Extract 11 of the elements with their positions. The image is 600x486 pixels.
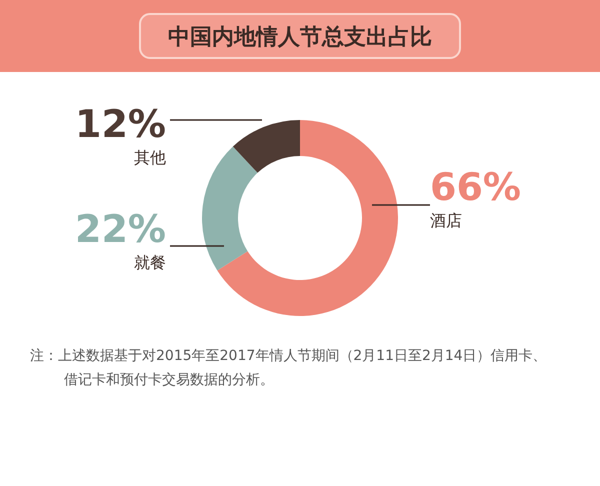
- data-label: 12%: [75, 102, 166, 146]
- donut-slice: [232, 120, 300, 173]
- donut-slice: [202, 146, 258, 271]
- slice-label: 其他: [134, 148, 166, 167]
- donut-slice: [217, 120, 398, 316]
- data-label: 66%: [430, 165, 521, 209]
- slice-label: 就餐: [134, 253, 166, 272]
- data-label: 22%: [75, 207, 166, 251]
- slice-label: 酒店: [430, 211, 462, 230]
- text: 注：上述数据基于对2015年至2017年情人节期间（2月11日至2月14日）信用卡、借记卡和预付卡交易数据的分析。: [30, 348, 547, 388]
- chart-title: 中国内地情人节总支出占比: [168, 25, 432, 50]
